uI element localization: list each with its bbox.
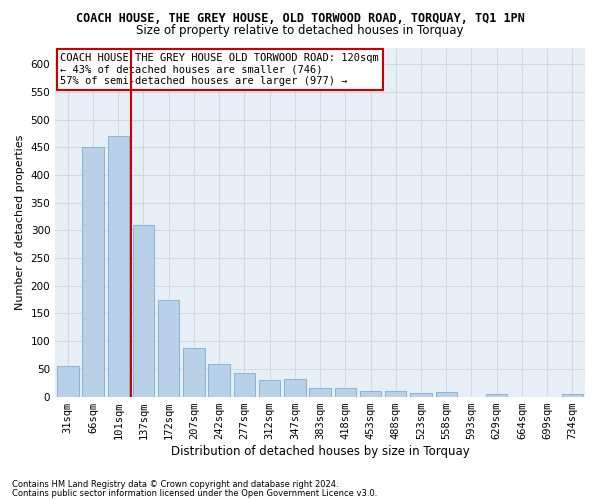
Text: Size of property relative to detached houses in Torquay: Size of property relative to detached ho… [136, 24, 464, 37]
Bar [82, 147, 104, 396]
Bar [208, 364, 230, 396]
Bar [57, 366, 79, 396]
Text: Contains HM Land Registry data © Crown copyright and database right 2024.: Contains HM Land Registry data © Crown c… [12, 480, 338, 489]
Text: Contains public sector information licensed under the Open Government Licence v3: Contains public sector information licen… [12, 488, 377, 498]
Text: COACH HOUSE, THE GREY HOUSE, OLD TORWOOD ROAD, TORQUAY, TQ1 1PN: COACH HOUSE, THE GREY HOUSE, OLD TORWOOD… [76, 12, 524, 26]
Bar [183, 348, 205, 397]
Text: COACH HOUSE THE GREY HOUSE OLD TORWOOD ROAD: 120sqm
← 43% of detached houses are: COACH HOUSE THE GREY HOUSE OLD TORWOOD R… [61, 52, 379, 86]
Bar [360, 391, 381, 396]
Bar [233, 374, 255, 396]
Bar [486, 394, 508, 396]
Bar [335, 388, 356, 396]
Bar [385, 391, 406, 396]
Bar [158, 300, 179, 396]
Bar [562, 394, 583, 396]
Bar [410, 394, 432, 396]
Bar [259, 380, 280, 396]
Bar [133, 225, 154, 396]
X-axis label: Distribution of detached houses by size in Torquay: Distribution of detached houses by size … [171, 444, 469, 458]
Bar [310, 388, 331, 396]
Y-axis label: Number of detached properties: Number of detached properties [15, 134, 25, 310]
Bar [284, 379, 305, 396]
Bar [436, 392, 457, 396]
Bar [107, 136, 129, 396]
